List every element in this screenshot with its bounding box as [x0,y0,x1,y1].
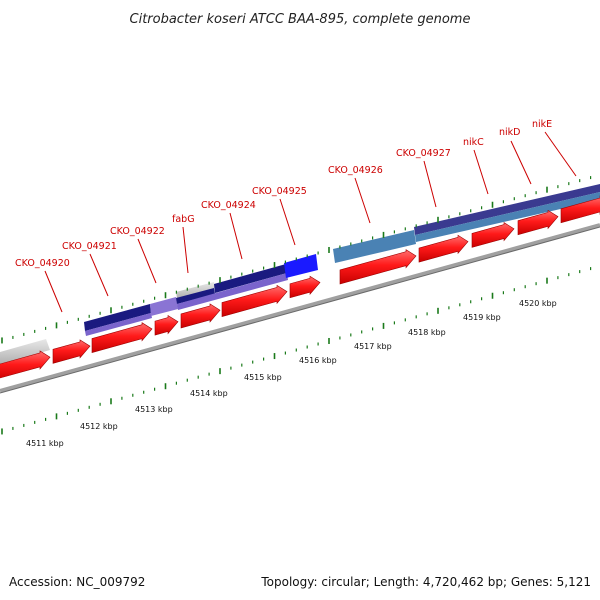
cog-bar-steel-2 [415,192,600,242]
genome-map-layer: CKO_04920 CKO_04921 CKO_04922 fabG CKO_04924… [0,119,600,448]
genome-backbone [0,223,600,393]
cog-bar-purple-4 [177,273,288,310]
gene-arrows [0,195,600,379]
kbp-label: 4520 kbp [519,299,557,308]
gene-label: CKO_04921 [62,241,117,252]
gene-arrow [339,249,417,285]
gene-label: CKO_04922 [110,226,165,237]
cog-bar-blue [284,254,318,278]
gene-label-leader [544,131,577,177]
kbp-label: 4512 kbp [80,422,118,431]
gene-label: nikD [499,127,520,138]
kbp-label: 4513 kbp [135,405,173,414]
gene-label-leader [423,160,437,208]
kbp-labels: 4511 kbp 4512 kbp 4513 kbp 4514 kbp 4515 kbp… [26,299,557,448]
gene-label-leader [137,238,157,284]
cog-bar-navy-2 [176,288,215,304]
kbp-label: 4515 kbp [244,373,282,382]
gene-arrow [154,314,179,336]
gene-label-leader [279,198,296,246]
gene-label: CKO_04920 [15,258,70,269]
map-title: Citrobacter koseri ATCC BAA-895, complet… [130,12,471,27]
accession-text: Accession: NC_009792 [9,575,145,589]
kbp-label: 4517 kbp [354,342,392,351]
gene-label: CKO_04924 [201,200,256,211]
gene-arrow [91,322,153,353]
gene-label-leader [473,149,489,195]
gene-label-leader [182,226,189,274]
gene-label-leader [229,212,243,260]
gene-label: CKO_04927 [396,148,451,159]
cog-bar-purple-3 [214,264,287,293]
gene-label: nikC [463,137,484,148]
gene-arrow [418,234,469,263]
cog-bar-navy-1 [84,304,151,331]
gene-arrow [52,339,91,364]
cog-bar-steel [333,230,416,263]
cog-bar-grey-mid [176,282,215,298]
gene-label-leader [89,253,109,297]
gene-arrow [560,195,600,224]
kbp-label: 4518 kbp [408,328,446,337]
gene-label-leader [44,270,63,313]
gene-label: CKO_04926 [328,165,383,176]
gene-arrow [221,284,288,317]
gene-arrow [517,209,559,236]
gene-label: CKO_04925 [252,186,307,197]
cog-bar-purple-2 [150,297,178,316]
gene-arrow [471,222,515,248]
gene-label: fabG [172,214,195,225]
gene-arrow [180,303,221,329]
genome-summary-text: Topology: circular; Length: 4,720,462 bp… [260,575,591,589]
gene-label-leader [510,140,532,185]
kbp-label: 4516 kbp [299,356,337,365]
kbp-label: 4514 kbp [190,389,228,398]
gene-label: nikE [532,119,552,130]
gene-label-leader [354,177,371,224]
cog-bar-dark-purple [414,184,600,235]
cog-bar-grey-left [0,339,50,364]
kbp-label: 4511 kbp [26,439,64,448]
tick-marks [1,176,592,435]
gene-arrow [289,275,321,299]
gene-arrow [0,350,51,379]
gene-labels: CKO_04920 CKO_04921 CKO_04922 fabG CKO_04924… [15,119,577,313]
genome-backbone-edge [0,226,600,394]
kbp-label: 4519 kbp [463,313,501,322]
cog-bar-purple-1 [85,313,152,336]
